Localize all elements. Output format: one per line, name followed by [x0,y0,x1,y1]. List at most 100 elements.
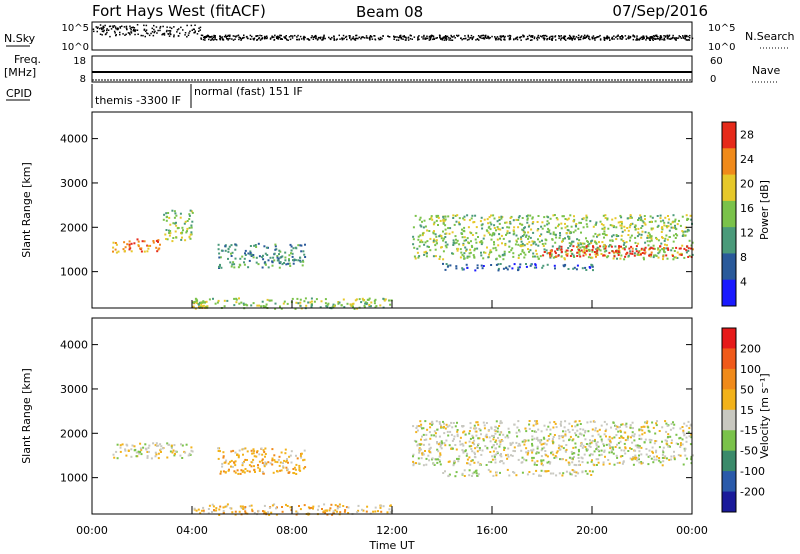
power-echo [243,303,245,306]
power-echo [604,254,607,257]
velocity-echo [661,464,664,467]
velocity-echo [582,444,585,447]
velocity-echo [588,470,591,473]
power-echo [654,220,657,223]
power-echo [421,241,424,244]
power-echo [487,222,490,225]
velocity-echo [584,470,587,473]
velocity-echo [495,453,498,456]
power-echo [587,256,590,259]
velocity-echo [127,449,130,452]
power-echo [532,242,535,245]
velocity-echo [473,451,476,454]
nsky-point [585,36,588,39]
power-echo [672,226,675,229]
nsky-point [283,36,285,38]
power-echo [638,217,640,220]
velocity-echo [670,458,673,461]
velocity-echo [159,443,162,446]
velocity-echo [491,434,494,437]
velocity-echo [621,423,624,426]
nsky-point [266,35,268,37]
nsky-point [641,38,643,40]
power-echo [629,239,631,242]
power-echo [460,251,463,254]
nsky-point [108,25,111,28]
power-echo [206,305,209,308]
nsky-point [257,35,259,37]
beam-label: Beam 08 [356,3,423,21]
power-echo [564,250,567,253]
nsky-point [105,33,107,35]
velocity-echo [238,449,241,452]
power-echo [489,249,492,252]
nsky-point [680,37,683,39]
power-echo [585,223,588,226]
velocity-echo [580,433,583,436]
power-echo [505,233,507,236]
nsky-point [594,39,596,41]
nsky-point [133,27,136,29]
nsky-point [202,38,205,41]
power-echo [531,216,534,219]
nsky-point [501,35,504,38]
velocity-echo [624,431,627,434]
velocity-echo [497,437,499,439]
velocity-echo [555,456,558,459]
velocity-echo [640,426,643,429]
power-echo [513,226,516,229]
velocity-echo [244,510,247,513]
power-echo [157,239,160,242]
power-echo [496,220,499,223]
nsky-point [269,37,272,39]
power-echo [413,255,416,258]
x-axis: 00:00 04:00 08:00 12:00 16:00 20:00 00:00 [76,300,708,537]
nsky-point [475,39,477,41]
velocity-echo [593,464,596,467]
power-echo [498,216,501,219]
power-echo [537,257,540,260]
velocity-echo [546,461,549,464]
power-echo [185,231,188,234]
velocity-echo [591,470,594,473]
nsky-point [134,30,136,33]
nsky-point [477,35,480,37]
velocity-echo [412,425,415,428]
power-echo [488,225,491,228]
velocity-echo [444,427,447,430]
power-echo [531,222,534,225]
nsky-point [482,37,485,40]
nsky-point [400,38,403,40]
nsky-point [210,36,212,38]
velocity-echo [583,453,586,456]
velocity-echo [603,433,606,436]
power-echo [175,236,178,239]
power-echo [467,226,470,229]
velocity-echo [576,423,579,426]
velocity-echo [593,450,596,453]
velocity-echo [423,439,426,441]
power-echo [249,251,252,254]
power-echo [201,305,204,308]
power-echo [580,221,582,224]
nsky-point [603,36,605,39]
power-echo [310,304,313,307]
power-echo [234,243,237,246]
power-echo [246,304,249,307]
nsky-point [152,34,155,37]
velocity-ytick-label: 1000 [60,472,88,485]
velocity-echo [347,506,350,509]
power-echo [684,230,687,233]
nsky-point [570,36,572,39]
power-echo [601,241,604,244]
power-echo [631,222,634,225]
power-echo [430,216,433,219]
velocity-echo [452,464,455,467]
power-echo [631,252,634,255]
power-echo [419,234,422,237]
nsky-point [480,35,482,37]
power-echo [133,242,136,245]
nsky-point [279,38,282,40]
velocity-echo [689,443,692,446]
velocity-echo [312,505,315,508]
